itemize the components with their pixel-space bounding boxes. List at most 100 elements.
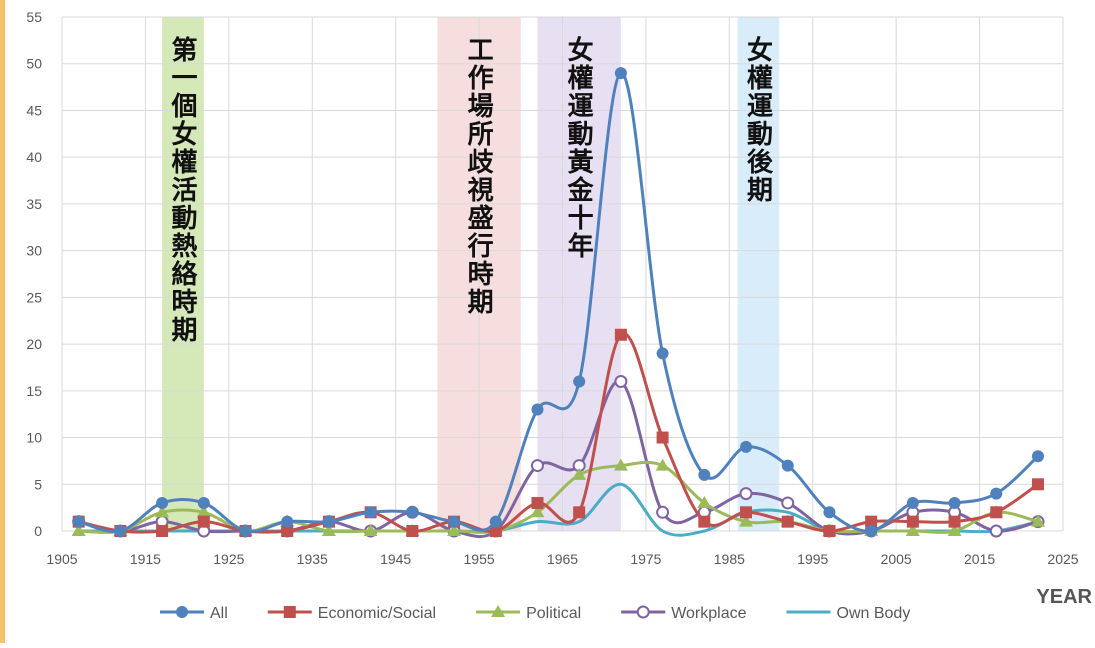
- band-label: 女權運動後期: [744, 35, 774, 204]
- point: [489, 525, 502, 537]
- x-tick-label: 2015: [964, 551, 995, 567]
- point: [865, 515, 878, 528]
- x-tick-label: 1995: [797, 551, 828, 567]
- period-band: [162, 17, 204, 531]
- point: [947, 524, 962, 536]
- x-tick-label: 1985: [714, 551, 745, 567]
- y-tick-label: 35: [26, 196, 42, 212]
- point: [781, 515, 794, 528]
- point: [572, 467, 587, 480]
- point: [740, 440, 753, 453]
- y-tick-label: 10: [26, 430, 42, 446]
- band-label: 第一個女權活動熱絡時期: [168, 35, 198, 344]
- point: [698, 468, 711, 481]
- point: [655, 458, 670, 471]
- x-tick-label: 2025: [1047, 551, 1078, 567]
- point: [530, 459, 544, 473]
- point: [196, 505, 211, 518]
- point: [636, 605, 650, 619]
- point: [573, 375, 586, 388]
- y-tick-label: 20: [26, 336, 42, 352]
- point: [948, 496, 961, 509]
- x-tick-label: 1915: [130, 551, 161, 567]
- point: [406, 506, 419, 519]
- point: [656, 347, 669, 360]
- x-axis-label: YEAR: [1036, 586, 1092, 608]
- point: [990, 487, 1003, 500]
- point: [489, 515, 502, 528]
- line: [78, 71, 1039, 534]
- legend-label: Political: [526, 605, 581, 622]
- point: [573, 506, 586, 519]
- point: [447, 524, 462, 536]
- point: [239, 525, 252, 537]
- point: [1031, 450, 1044, 463]
- x-tick-label: 2005: [881, 551, 912, 567]
- y-tick-label: 0: [34, 523, 42, 539]
- legend-label: All: [210, 605, 228, 622]
- point: [823, 525, 836, 537]
- left-strip: [0, 0, 5, 643]
- point: [906, 496, 919, 509]
- point: [197, 496, 210, 509]
- point: [740, 506, 753, 519]
- x-tick-label: 1935: [297, 551, 328, 567]
- point: [364, 506, 377, 519]
- point: [614, 328, 627, 341]
- point: [865, 525, 878, 537]
- y-tick-label: 40: [26, 149, 42, 165]
- point: [491, 605, 506, 617]
- point: [197, 515, 210, 528]
- point: [656, 505, 670, 519]
- point: [823, 506, 836, 519]
- point: [281, 515, 294, 528]
- point: [156, 525, 169, 537]
- x-tick-label: 1955: [464, 551, 495, 567]
- point: [155, 505, 170, 518]
- y-tick-label: 30: [26, 243, 42, 259]
- point: [114, 525, 127, 537]
- point: [283, 606, 296, 618]
- point: [614, 67, 627, 80]
- point: [697, 495, 712, 508]
- point: [614, 374, 628, 388]
- point: [905, 524, 920, 536]
- point: [739, 514, 754, 527]
- x-tick-label: 1945: [380, 551, 411, 567]
- y-tick-label: 50: [26, 56, 42, 72]
- point: [448, 515, 461, 528]
- x-tick-label: 1905: [46, 551, 77, 567]
- point: [71, 524, 86, 536]
- point: [989, 524, 1003, 538]
- point: [72, 515, 85, 528]
- point: [530, 505, 545, 518]
- point: [321, 524, 336, 536]
- point: [698, 515, 711, 528]
- legend-label: Workplace: [671, 605, 746, 622]
- point: [406, 525, 419, 537]
- point: [990, 506, 1003, 519]
- point: [739, 487, 753, 501]
- point: [156, 496, 169, 509]
- x-tick-label: 1965: [547, 551, 578, 567]
- point: [531, 403, 544, 416]
- point: [1030, 514, 1045, 527]
- y-tick-label: 5: [34, 476, 42, 492]
- point: [781, 459, 794, 472]
- y-tick-label: 25: [26, 289, 42, 305]
- x-tick-label: 1925: [213, 551, 244, 567]
- point: [531, 496, 544, 509]
- point: [176, 606, 188, 618]
- point: [948, 515, 961, 528]
- point: [322, 515, 335, 528]
- legend-label: Own Body: [837, 605, 911, 622]
- point: [656, 431, 669, 444]
- legend-label: Economic/Social: [318, 605, 436, 622]
- period-band: [537, 17, 621, 531]
- point: [781, 496, 795, 510]
- point: [281, 525, 294, 537]
- band-label: 工作場所歧視盛行時期: [464, 36, 494, 316]
- point: [1031, 478, 1044, 491]
- point: [906, 515, 919, 528]
